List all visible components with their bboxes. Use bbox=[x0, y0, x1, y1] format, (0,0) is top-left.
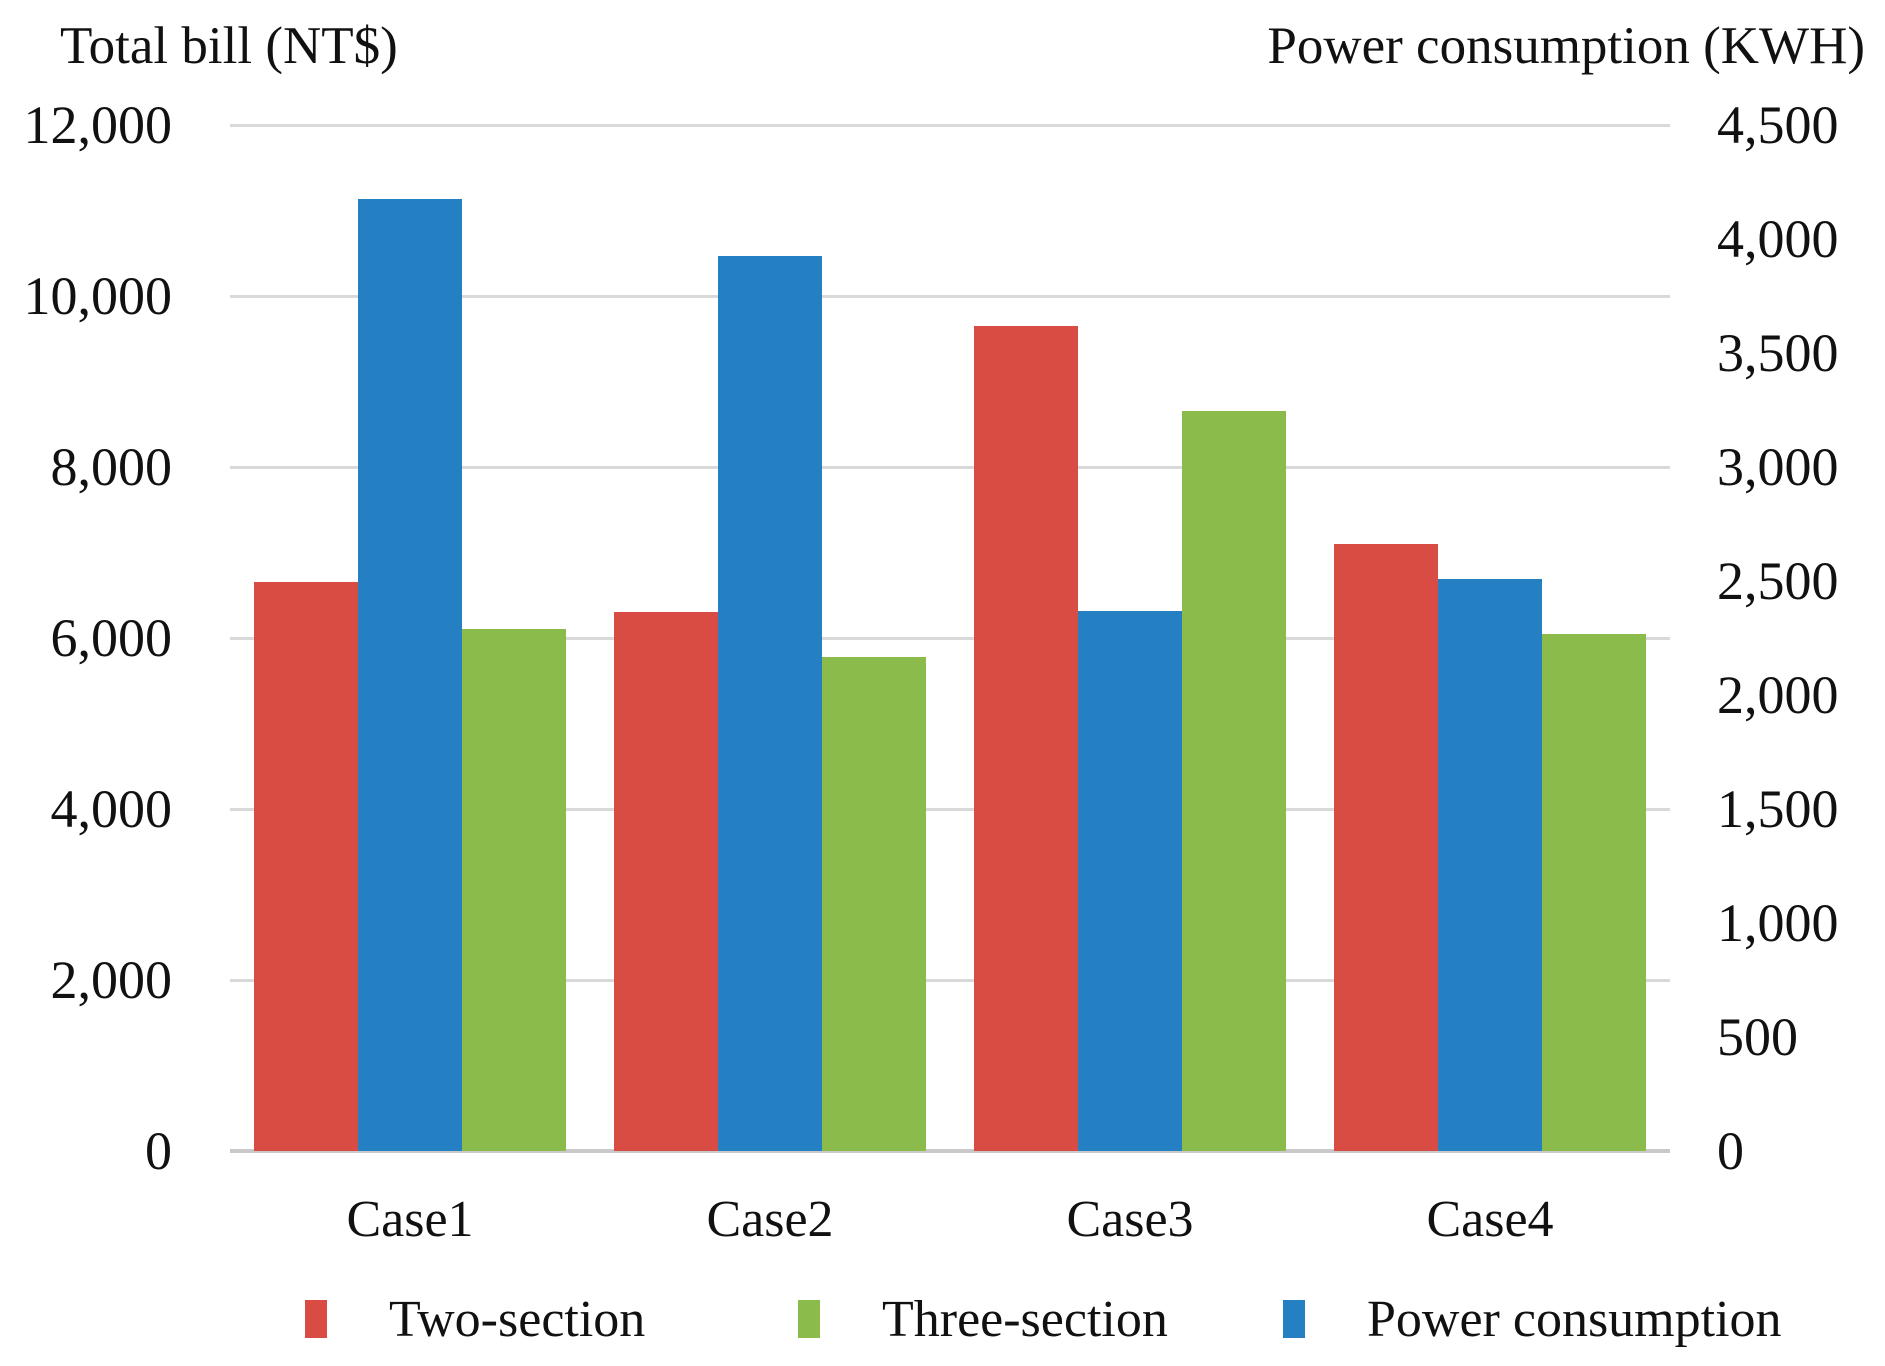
bar-three-section-case3 bbox=[1182, 411, 1286, 1151]
legend-label: Two-section bbox=[389, 1290, 646, 1348]
right-axis-title: Power consumption (KWH) bbox=[1267, 17, 1865, 75]
right-axis-tick-label: 3,500 bbox=[1717, 323, 1839, 383]
category-label-case4: Case4 bbox=[1426, 1191, 1554, 1248]
two-section-swatch-icon bbox=[305, 1300, 327, 1338]
right-axis-tick-label: 2,000 bbox=[1717, 665, 1839, 725]
legend-label: Three-section bbox=[882, 1290, 1168, 1348]
left-axis-tick-label: 12,000 bbox=[23, 95, 173, 155]
legend-item-two-section: Two-section bbox=[305, 1286, 645, 1352]
bar-power-consumption-case4 bbox=[1438, 578, 1542, 1151]
right-axis-tick-label: 2,500 bbox=[1717, 551, 1839, 611]
left-axis-title: Total bill (NT$) bbox=[60, 17, 398, 75]
left-axis-tick-label: 0 bbox=[145, 1121, 172, 1181]
bar-power-consumption-case3 bbox=[1078, 610, 1182, 1151]
legend-item-three-section: Three-section bbox=[798, 1286, 1168, 1352]
bar-two-section-case3 bbox=[974, 325, 1078, 1151]
category-label-case1: Case1 bbox=[346, 1191, 474, 1248]
left-axis-tick-label: 8,000 bbox=[50, 437, 173, 497]
gridline bbox=[230, 295, 1670, 298]
right-axis-tick-label: 4,500 bbox=[1717, 95, 1839, 155]
right-axis-tick-label: 500 bbox=[1717, 1007, 1798, 1067]
bar-three-section-case4 bbox=[1542, 633, 1646, 1151]
gridline bbox=[230, 979, 1670, 982]
left-axis-tick-label: 6,000 bbox=[50, 608, 173, 668]
legend-label: Power consumption bbox=[1367, 1290, 1782, 1348]
bar-three-section-case1 bbox=[462, 629, 566, 1151]
right-axis-tick-label: 4,000 bbox=[1717, 209, 1839, 269]
right-axis-tick-label: 1,000 bbox=[1717, 893, 1839, 953]
bar-two-section-case2 bbox=[614, 612, 718, 1151]
left-axis-tick-label: 10,000 bbox=[23, 266, 173, 326]
legend-item-power-consumption: Power consumption bbox=[1283, 1286, 1782, 1352]
bar-three-section-case2 bbox=[822, 657, 926, 1151]
gridline bbox=[230, 124, 1670, 127]
category-label-case3: Case3 bbox=[1066, 1191, 1194, 1248]
left-axis-tick-label: 4,000 bbox=[50, 779, 173, 839]
legend: Two-section Three-section Power consumpt… bbox=[0, 1286, 1885, 1352]
bar-power-consumption-case1 bbox=[358, 199, 462, 1151]
gridline bbox=[230, 466, 1670, 469]
bar-two-section-case4 bbox=[1334, 543, 1438, 1151]
right-axis-tick-label: 0 bbox=[1717, 1121, 1744, 1181]
category-label-case2: Case2 bbox=[706, 1191, 834, 1248]
gridline bbox=[230, 637, 1670, 640]
right-axis-tick-label: 3,000 bbox=[1717, 437, 1839, 497]
axis-baseline bbox=[230, 1149, 1670, 1153]
right-axis-tick-label: 1,500 bbox=[1717, 779, 1839, 839]
left-axis-tick-label: 2,000 bbox=[50, 950, 173, 1010]
three-section-swatch-icon bbox=[798, 1300, 820, 1338]
gridline bbox=[230, 808, 1670, 811]
power-consumption-swatch-icon bbox=[1283, 1300, 1305, 1338]
bar-power-consumption-case2 bbox=[718, 256, 822, 1151]
bar-two-section-case1 bbox=[254, 582, 358, 1151]
